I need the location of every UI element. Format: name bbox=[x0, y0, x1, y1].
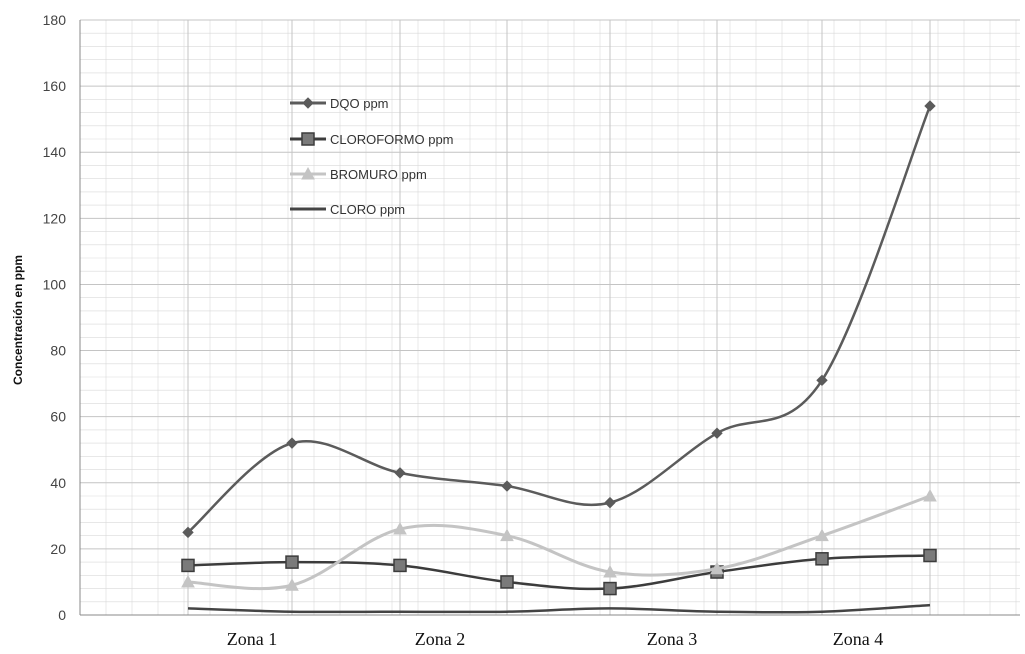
legend-marker bbox=[301, 166, 315, 180]
legend-marker bbox=[302, 97, 314, 109]
data-point bbox=[393, 522, 407, 535]
data-point bbox=[923, 548, 937, 563]
series-1 bbox=[181, 548, 937, 596]
series-2 bbox=[181, 488, 937, 591]
data-point bbox=[500, 575, 514, 589]
zone-label: Zona 3 bbox=[647, 629, 697, 649]
y-tick-label: 120 bbox=[43, 210, 67, 226]
data-point bbox=[181, 558, 195, 573]
data-point bbox=[182, 526, 194, 539]
data-point bbox=[286, 437, 298, 449]
y-tick-label: 100 bbox=[43, 276, 67, 292]
legend-item: DQO ppm bbox=[290, 96, 389, 111]
y-tick-label: 160 bbox=[43, 78, 67, 94]
data-point bbox=[815, 552, 829, 566]
data-point bbox=[285, 578, 299, 591]
series-line bbox=[187, 105, 932, 534]
y-axis-label: Concentración en ppm bbox=[11, 255, 25, 385]
legend-item: CLOROFORMO ppm bbox=[290, 132, 454, 147]
data-point bbox=[710, 561, 724, 575]
data-point bbox=[816, 374, 828, 387]
y-tick-label: 80 bbox=[50, 343, 66, 359]
data-point bbox=[603, 581, 617, 596]
legend-marker bbox=[301, 132, 315, 146]
data-point bbox=[924, 100, 936, 112]
y-tick-label: 140 bbox=[43, 144, 67, 160]
data-point bbox=[923, 488, 937, 502]
legend-label: DQO ppm bbox=[330, 96, 389, 111]
zone-labels: Zona 1 Zona 2 Zona 3 Zona 4 bbox=[227, 629, 883, 649]
legend-item: BROMURO ppm bbox=[290, 166, 427, 182]
data-point bbox=[604, 496, 616, 509]
y-axis-ticks: 0 20 40 60 80 100 120 140 160 180 bbox=[43, 12, 67, 623]
data-point bbox=[500, 528, 514, 542]
zone-label: Zona 2 bbox=[415, 629, 465, 649]
data-point bbox=[394, 467, 406, 479]
zone-label: Zona 4 bbox=[833, 629, 883, 649]
legend-item: CLORO ppm bbox=[290, 202, 405, 217]
chart-grid bbox=[79, 19, 1020, 616]
legend-label: CLORO ppm bbox=[330, 202, 405, 217]
series-3 bbox=[187, 603, 931, 614]
series-0 bbox=[182, 100, 936, 539]
y-tick-label: 20 bbox=[50, 541, 66, 557]
y-tick-label: 40 bbox=[50, 475, 66, 491]
data-point bbox=[815, 528, 829, 542]
data-point bbox=[181, 574, 195, 588]
legend-label: CLOROFORMO ppm bbox=[330, 132, 454, 147]
legend-label: BROMURO ppm bbox=[330, 167, 427, 182]
series-line bbox=[187, 603, 931, 614]
data-point bbox=[711, 427, 723, 439]
series-line bbox=[187, 494, 931, 591]
y-tick-label: 60 bbox=[50, 409, 66, 425]
legend: DQO ppm CLOROFORMO ppm BROMURO ppm CLORO pp… bbox=[290, 96, 454, 217]
y-tick-label: 180 bbox=[43, 12, 67, 28]
data-point bbox=[393, 558, 407, 573]
data-point bbox=[603, 564, 617, 578]
zone-label: Zona 1 bbox=[227, 629, 277, 649]
series-line bbox=[187, 554, 931, 591]
data-point bbox=[285, 555, 299, 569]
data-point bbox=[501, 480, 513, 492]
y-tick-label: 0 bbox=[58, 607, 66, 623]
chart-series bbox=[181, 100, 937, 614]
